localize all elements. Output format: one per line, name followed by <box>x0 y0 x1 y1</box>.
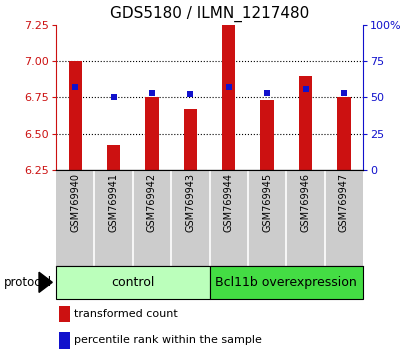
Text: GSM769943: GSM769943 <box>186 173 195 232</box>
Text: transformed count: transformed count <box>74 309 178 319</box>
Bar <box>337 97 351 170</box>
Text: GSM769944: GSM769944 <box>224 173 234 232</box>
Bar <box>184 109 197 170</box>
Text: protocol: protocol <box>4 276 52 289</box>
Bar <box>210 266 363 299</box>
Bar <box>59 332 70 348</box>
Title: GDS5180 / ILMN_1217480: GDS5180 / ILMN_1217480 <box>110 6 309 22</box>
Bar <box>107 145 120 170</box>
Text: Bcl11b overexpression: Bcl11b overexpression <box>215 276 357 289</box>
Text: GSM769940: GSM769940 <box>70 173 80 232</box>
Bar <box>59 306 70 322</box>
Text: GSM769945: GSM769945 <box>262 173 272 232</box>
Text: control: control <box>111 276 154 289</box>
Bar <box>222 25 235 170</box>
Text: percentile rank within the sample: percentile rank within the sample <box>74 335 262 345</box>
Bar <box>145 97 159 170</box>
Text: GSM769947: GSM769947 <box>339 173 349 232</box>
Text: GSM769941: GSM769941 <box>109 173 119 232</box>
Polygon shape <box>39 272 52 292</box>
Text: GSM769942: GSM769942 <box>147 173 157 232</box>
Bar <box>299 75 312 170</box>
Bar <box>68 61 82 170</box>
Text: GSM769946: GSM769946 <box>300 173 310 232</box>
Bar <box>261 100 274 170</box>
Bar <box>56 266 210 299</box>
